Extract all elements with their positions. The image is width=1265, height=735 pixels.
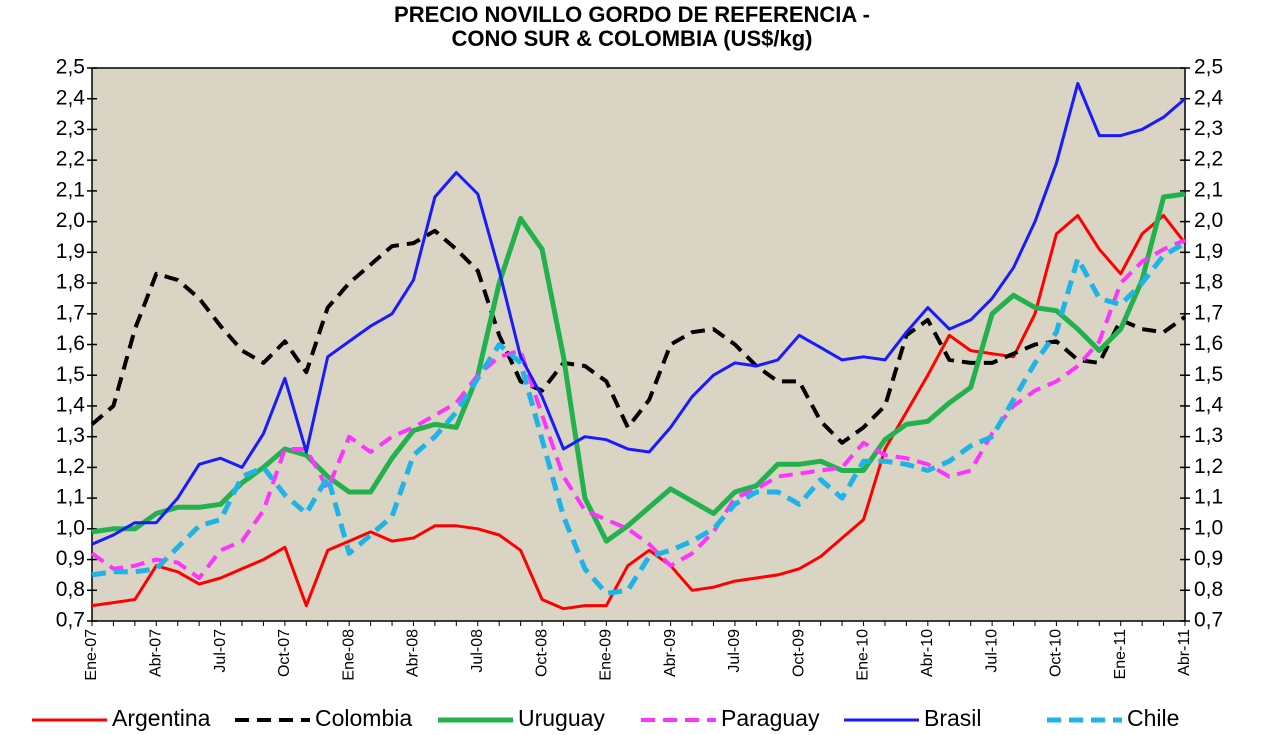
y-tick-label: 2,1 bbox=[56, 178, 85, 201]
x-tick-label: Ene-08 bbox=[340, 629, 357, 681]
x-tick-label: Jul-10 bbox=[983, 629, 1000, 673]
x-tick-label: Ene-11 bbox=[1112, 629, 1129, 680]
y2-tick-label: 2,0 bbox=[1194, 209, 1223, 232]
x-tick-label: Jul-09 bbox=[726, 629, 743, 673]
series-line bbox=[91, 191, 1186, 544]
y-tick-label: 2,4 bbox=[56, 86, 86, 109]
y-tick-label: 2,2 bbox=[56, 148, 85, 171]
y2-tick-label: 1,9 bbox=[1194, 240, 1223, 263]
y2-tick-label: 0,9 bbox=[1194, 547, 1223, 570]
x-tick-label: Ene-09 bbox=[598, 629, 615, 681]
series-line bbox=[91, 214, 1187, 611]
y-tick-label: 2,5 bbox=[56, 56, 85, 79]
x-tick-label: Oct-07 bbox=[276, 629, 293, 677]
legend-label: Uruguay bbox=[518, 705, 605, 731]
y-tick-label: 0,8 bbox=[56, 578, 85, 601]
legend-label: Colombia bbox=[315, 705, 412, 731]
y-tick-label: 0,7 bbox=[56, 609, 85, 632]
x-tick-label: Abr-09 bbox=[662, 629, 679, 677]
series-line bbox=[91, 240, 1187, 596]
x-tick-label: Abr-07 bbox=[148, 629, 165, 677]
x-tick-label: Abr-10 bbox=[919, 629, 936, 677]
y-tick-label: 2,0 bbox=[56, 209, 85, 232]
series-line bbox=[91, 81, 1186, 546]
y-tick-label: 1,1 bbox=[56, 486, 85, 509]
series-line bbox=[90, 228, 1187, 445]
y2-tick-label: 1,4 bbox=[1194, 393, 1224, 416]
x-tick-label: Jul-08 bbox=[469, 629, 486, 673]
y2-tick-label: 1,8 bbox=[1194, 271, 1223, 294]
y2-tick-label: 1,6 bbox=[1194, 332, 1223, 355]
legend-label: Brasil bbox=[924, 705, 982, 731]
x-tick-label: Abr-11 bbox=[1176, 629, 1193, 676]
legend-label: Paraguay bbox=[721, 705, 820, 731]
legend-label: Argentina bbox=[112, 705, 211, 731]
plot-area bbox=[91, 67, 1186, 622]
y2-tick-label: 2,4 bbox=[1194, 86, 1224, 109]
x-tick-label: Oct-10 bbox=[1048, 629, 1065, 677]
y2-tick-label: 1,7 bbox=[1194, 301, 1223, 324]
x-tick-label: Ene-10 bbox=[855, 629, 872, 681]
chart-subtitle: CONO SUR & COLOMBIA (US$/kg) bbox=[452, 26, 813, 51]
y2-tick-label: 0,7 bbox=[1194, 609, 1223, 632]
y-tick-label: 1,9 bbox=[56, 240, 85, 263]
y2-tick-label: 1,5 bbox=[1194, 363, 1223, 386]
y2-tick-label: 2,3 bbox=[1194, 117, 1223, 140]
y2-tick-label: 1,0 bbox=[1194, 516, 1223, 539]
x-tick-label: Jul-07 bbox=[212, 629, 229, 673]
x-tick-label: Ene-07 bbox=[83, 629, 100, 681]
y2-tick-label: 1,1 bbox=[1194, 486, 1223, 509]
y2-tick-label: 0,8 bbox=[1194, 578, 1223, 601]
x-tick-label: Oct-08 bbox=[533, 629, 550, 677]
y2-tick-label: 1,3 bbox=[1194, 424, 1223, 447]
y2-tick-label: 2,1 bbox=[1194, 178, 1223, 201]
y-tick-label: 1,0 bbox=[56, 516, 85, 539]
x-tick-label: Oct-09 bbox=[790, 629, 807, 677]
legend-label: Chile bbox=[1127, 705, 1179, 731]
y-tick-label: 1,4 bbox=[56, 393, 86, 416]
y-tick-label: 1,2 bbox=[56, 455, 85, 478]
y2-tick-label: 2,5 bbox=[1194, 56, 1223, 79]
y-tick-label: 0,9 bbox=[56, 547, 85, 570]
y2-tick-label: 1,2 bbox=[1194, 455, 1223, 478]
y2-tick-label: 2,2 bbox=[1194, 148, 1223, 171]
y-tick-label: 1,5 bbox=[56, 363, 85, 386]
chart-title: PRECIO NOVILLO GORDO DE REFERENCIA - bbox=[394, 2, 870, 27]
x-tick-label: Abr-08 bbox=[405, 629, 422, 677]
y-tick-label: 1,7 bbox=[56, 301, 85, 324]
y-tick-label: 1,8 bbox=[56, 271, 85, 294]
y-tick-label: 1,6 bbox=[56, 332, 85, 355]
y-tick-label: 2,3 bbox=[56, 117, 85, 140]
y-tick-label: 1,3 bbox=[56, 424, 85, 447]
